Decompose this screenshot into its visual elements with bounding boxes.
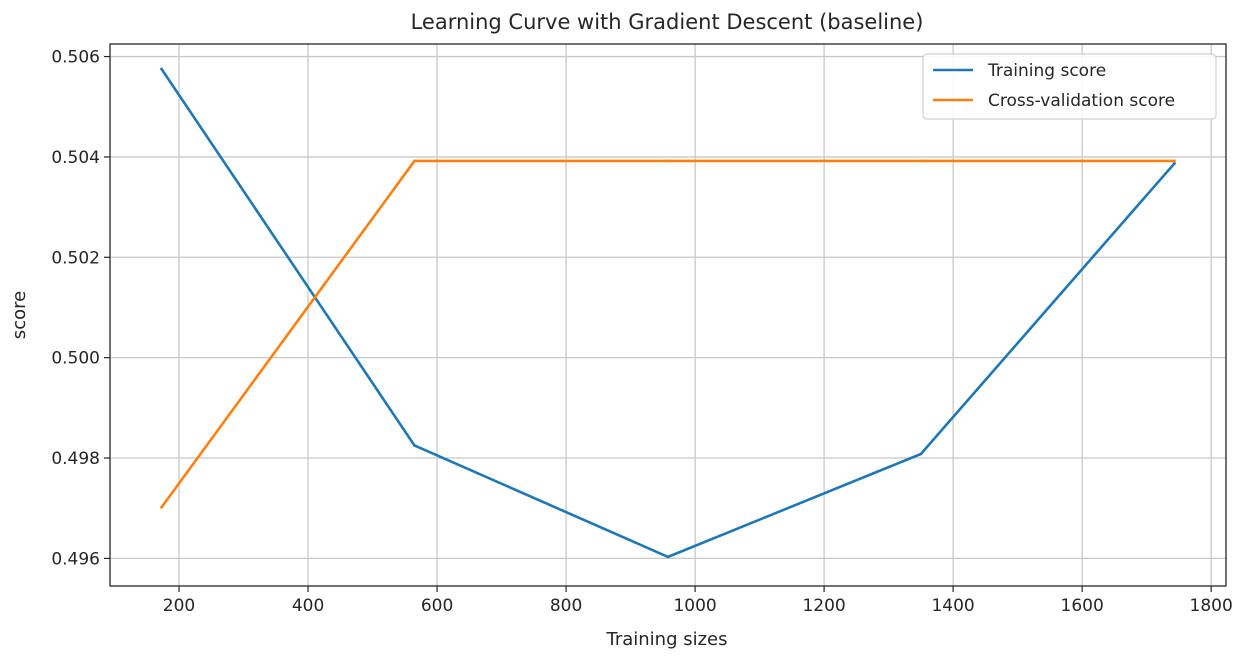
y-tick-label: 0.502: [51, 248, 100, 268]
axis-ticks: 200 400 600 800 1000 1200 1400 1600 1800 0.496 0.4…: [51, 48, 1232, 616]
y-axis-label: score: [9, 291, 30, 339]
y-tick-label: 0.506: [51, 48, 100, 68]
x-tick-label: 1400: [931, 596, 974, 616]
chart-title: Learning Curve with Gradient Descent (ba…: [411, 10, 924, 34]
x-tick-label: 600: [421, 596, 453, 616]
series-lines: [159, 67, 1177, 559]
x-tick-label: 200: [163, 596, 195, 616]
data-point-training-score: [666, 555, 670, 559]
legend-label-cross-validation-score: Cross-validation score: [988, 91, 1175, 111]
x-tick-label: 1000: [673, 596, 716, 616]
y-tick-label: 0.500: [51, 349, 100, 369]
data-point-cross-validation-score: [413, 159, 416, 163]
data-point-cross-validation-score: [666, 159, 670, 163]
y-tick-label: 0.504: [51, 148, 100, 168]
plot-frame: [109, 43, 1227, 587]
x-tick-label: 1800: [1190, 596, 1233, 616]
data-point-training-score: [160, 67, 163, 71]
y-tick-label: 0.498: [51, 449, 100, 469]
data-point-training-score: [919, 452, 923, 456]
data-point-training-score: [413, 444, 416, 447]
series-line-training-score: [159, 67, 1177, 559]
x-tick-label: 1600: [1061, 596, 1104, 616]
x-tick-label: 400: [292, 596, 324, 616]
x-tick-label: 1200: [802, 596, 845, 616]
data-point-cross-validation-score: [160, 505, 163, 509]
legend-label-training-score: Training score: [987, 61, 1106, 81]
x-axis-label: Training sizes: [605, 629, 727, 650]
legend-box: [922, 53, 1217, 120]
data-point-training-score: [1173, 162, 1176, 165]
legend: Training score Cross-validation score: [922, 53, 1217, 120]
grid: [110, 44, 1226, 586]
y-tick-label: 0.496: [51, 549, 100, 569]
x-tick-label: 800: [550, 596, 582, 616]
data-point-cross-validation-score: [1173, 159, 1176, 163]
series-line-cross-validation-score: [159, 159, 1176, 510]
data-point-cross-validation-score: [919, 159, 923, 163]
